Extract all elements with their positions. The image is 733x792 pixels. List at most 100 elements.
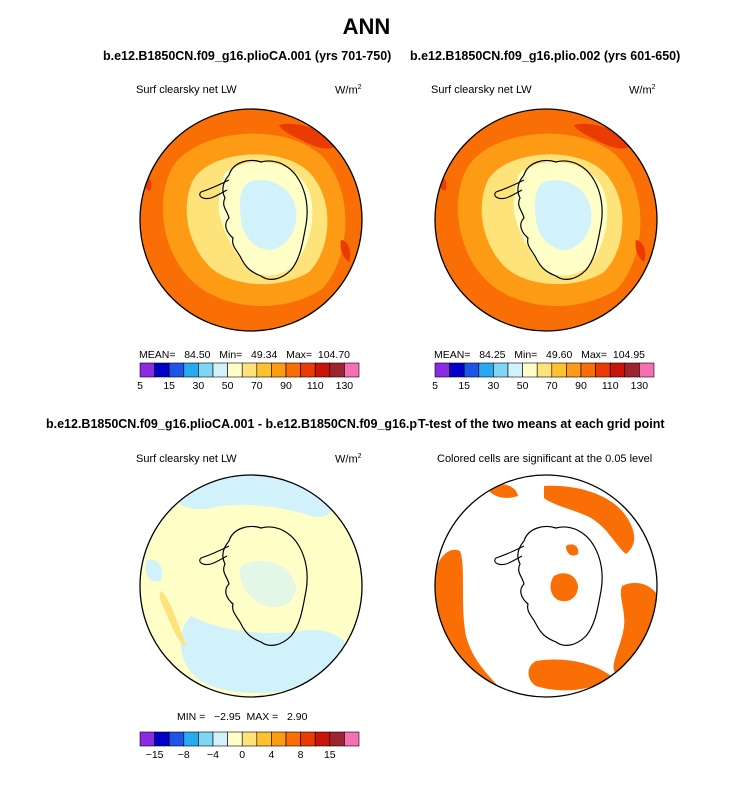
colorbar-swatch xyxy=(507,362,523,378)
colorbar-tick-label: 4 xyxy=(268,749,275,761)
colorbar-swatch xyxy=(344,362,360,378)
colorbar-swatch xyxy=(285,362,301,378)
colorbar-tick-label: 130 xyxy=(335,380,354,392)
panel2-coastline xyxy=(517,159,603,280)
colorbar-swatch xyxy=(256,731,272,747)
panel2-stats: MEAN= 84.25 Min= 49.60 Max= 104.95 xyxy=(434,349,645,361)
colorbar-tick-label: 110 xyxy=(306,380,324,392)
colorbar-tick-label: 8 xyxy=(297,749,304,761)
colorbar-swatch xyxy=(300,731,316,747)
colorbar-tick-label: −15 xyxy=(145,749,164,761)
colorbar-swatch xyxy=(198,731,214,747)
colorbar-swatch xyxy=(227,731,243,747)
colorbar-swatch xyxy=(624,362,640,378)
panel4-sig-region-north-east xyxy=(544,485,635,554)
colorbar-swatch xyxy=(329,731,345,747)
panel4-case-title: T-test of the two means at each grid poi… xyxy=(418,417,665,431)
colorbar-tick-label: 15 xyxy=(323,749,336,761)
panel1-peninsula xyxy=(199,179,230,200)
colorbar-swatch xyxy=(168,362,185,378)
panel2-peninsula xyxy=(494,179,525,200)
panel1-colorbar xyxy=(139,362,360,378)
colorbar-swatch xyxy=(314,362,331,378)
panel4-sig-region-continent-a xyxy=(550,573,578,602)
colorbar-tick-label: 15 xyxy=(458,380,471,392)
panel2-colorbar xyxy=(434,362,655,378)
colorbar-swatch xyxy=(580,362,596,378)
panel3-field-blue-top xyxy=(171,475,334,517)
colorbar-tick-label: 50 xyxy=(221,380,234,392)
panel4-polar-map xyxy=(434,474,658,698)
colorbar-swatch xyxy=(493,362,509,378)
panel4-sig-region-east xyxy=(613,582,657,674)
panel1-stats: MEAN= 84.50 Min= 49.34 Max= 104.70 xyxy=(139,349,350,361)
panel2-field-interior-ice xyxy=(534,180,592,250)
panel3-case-title: b.e12.B1850CN.f09_g16.plioCA.001 - b.e12… xyxy=(46,417,418,431)
panel3-field-yellow-streak xyxy=(159,591,186,647)
colorbar-tick-label: 30 xyxy=(192,380,205,392)
panel3-coastline xyxy=(222,525,308,646)
panel1-case-title: b.e12.B1850CN.f09_g16.plioCA.001 (yrs 70… xyxy=(103,49,392,63)
panel1-units: W/m2 xyxy=(335,84,362,97)
panel2-units: W/m2 xyxy=(629,84,656,97)
colorbar-tick-label: 50 xyxy=(516,380,529,392)
panel1-variable-label: Surf clearsky net LW xyxy=(136,84,237,96)
colorbar-swatch xyxy=(271,731,287,747)
panel1-polar-map xyxy=(139,108,363,332)
colorbar-swatch xyxy=(609,362,626,378)
colorbar-swatch xyxy=(478,362,494,378)
colorbar-swatch xyxy=(434,362,450,378)
colorbar-swatch xyxy=(551,362,567,378)
panel1-field-red-east xyxy=(340,240,351,262)
colorbar-swatch xyxy=(522,362,538,378)
panel1-coastline xyxy=(222,159,308,280)
colorbar-swatch xyxy=(212,731,228,747)
panel3-field-continent-blue xyxy=(240,560,297,608)
colorbar-swatch xyxy=(139,362,155,378)
panel1-field-interior-ice xyxy=(239,180,297,250)
panel3-peninsula xyxy=(199,545,230,566)
colorbar-swatch xyxy=(183,362,199,378)
panel2-case-title: b.e12.B1850CN.f09_g16.plio.002 (yrs 601-… xyxy=(410,49,681,63)
panel2-field-red-east xyxy=(635,240,646,262)
colorbar-tick-label: 70 xyxy=(545,380,558,392)
colorbar-swatch xyxy=(329,362,345,378)
colorbar-tick-label: −4 xyxy=(207,749,219,761)
panel4-coastline xyxy=(517,525,603,646)
panel3-polar-map xyxy=(139,474,363,698)
colorbar-swatch xyxy=(198,362,214,378)
panel3-field-blue-west xyxy=(145,559,163,582)
colorbar-tick-label: 0 xyxy=(239,749,246,761)
colorbar-swatch xyxy=(300,362,316,378)
panel3-field-blue-bottom xyxy=(180,616,352,694)
colorbar-swatch xyxy=(344,731,360,747)
panel2-variable-label: Surf clearsky net LW xyxy=(431,84,532,96)
panel4-peninsula xyxy=(494,545,525,566)
colorbar-tick-label: 110 xyxy=(601,380,619,392)
page-title: ANN xyxy=(342,14,391,39)
colorbar-swatch xyxy=(256,362,272,378)
colorbar-tick-label: 30 xyxy=(487,380,500,392)
colorbar-tick-label: −8 xyxy=(177,749,190,761)
colorbar-swatch xyxy=(183,731,199,747)
colorbar-swatch xyxy=(449,362,465,378)
colorbar-swatch xyxy=(139,731,155,747)
panel4-sig-region-south xyxy=(528,659,611,691)
colorbar-swatch xyxy=(566,362,582,378)
panel3-units: W/m2 xyxy=(335,453,362,466)
colorbar-swatch xyxy=(314,731,331,747)
panel2-polar-map xyxy=(434,108,658,332)
colorbar-swatch xyxy=(154,362,170,378)
colorbar-tick-label: 5 xyxy=(432,380,438,392)
colorbar-swatch xyxy=(154,731,170,747)
colorbar-swatch xyxy=(463,362,480,378)
panel3-variable-label: Surf clearsky net LW xyxy=(136,453,237,465)
colorbar-swatch xyxy=(241,362,258,378)
colorbar-tick-label: 90 xyxy=(575,380,587,392)
colorbar-swatch xyxy=(285,731,301,747)
colorbar-swatch xyxy=(595,362,611,378)
colorbar-tick-label: 5 xyxy=(137,380,143,392)
colorbar-swatch xyxy=(536,362,553,378)
panel4-variable-label: Colored cells are significant at the 0.0… xyxy=(437,453,653,465)
colorbar-tick-label: 15 xyxy=(163,380,176,392)
